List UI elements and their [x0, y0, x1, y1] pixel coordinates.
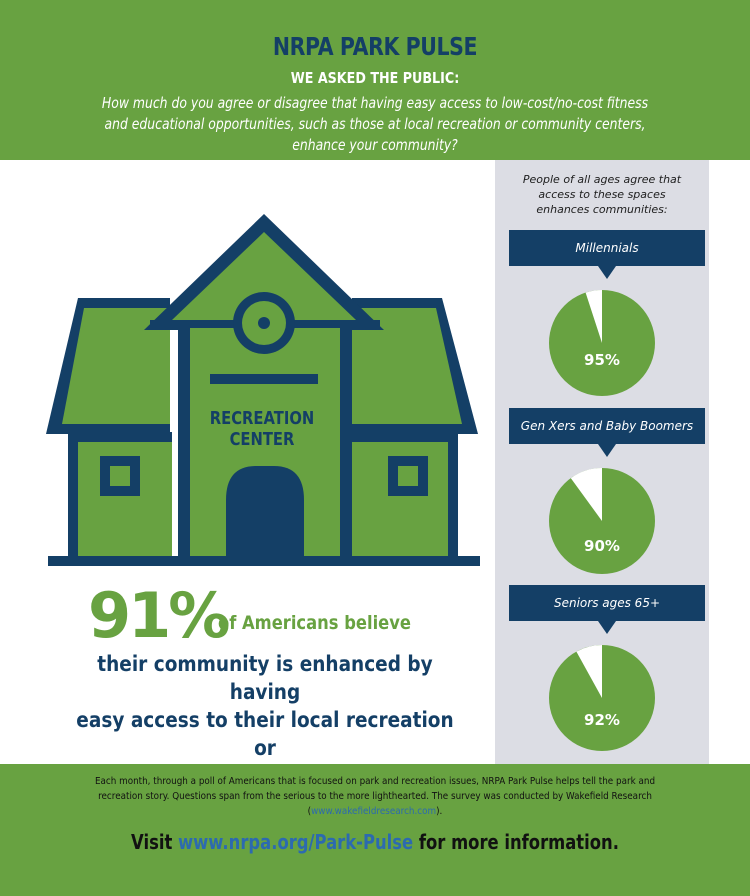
- survey-question: How much do you agree or disagree that h…: [75, 93, 675, 156]
- subtitle: WE ASKED THE PUBLIC:: [290, 69, 460, 87]
- visit-callout: Visit www.nrpa.org/Park-Pulse for more i…: [68, 830, 683, 854]
- headline-body-line: their community is enhanced by having: [97, 652, 433, 705]
- sidebar-intro: People of all ages agree that access to …: [495, 172, 709, 217]
- footer-description-line: (www.wakefieldresearch.com).: [80, 804, 670, 819]
- wakefield-link[interactable]: www.wakefieldresearch.com: [311, 806, 437, 817]
- question-line: and educational opportunities, such as t…: [104, 115, 646, 133]
- page-title: NRPA PARK PULSE: [272, 32, 478, 61]
- visit-prefix: Visit: [131, 830, 179, 854]
- group-label-millennials: Millennials: [509, 230, 705, 279]
- pie-value-millennials: 95%: [584, 351, 620, 369]
- visit-suffix: for more information.: [413, 830, 619, 854]
- building-illustration: [46, 214, 480, 566]
- headline-lead: of Americans believe: [218, 612, 412, 634]
- building-label-line: CENTER: [229, 429, 295, 450]
- pie-value-seniors: 92%: [584, 711, 620, 729]
- footer-description: Each month, through a poll of Americans …: [80, 774, 670, 819]
- building-label: RECREATION CENTER: [205, 408, 320, 450]
- headline-stat: 91% of Americans believe their community…: [40, 579, 490, 790]
- sidebar-intro-line: enhances communities:: [536, 203, 668, 216]
- age-group-sidebar: People of all ages agree that access to …: [495, 160, 709, 764]
- headline-percentage: 91%: [88, 579, 230, 652]
- group-label-seniors: Seniors ages 65+: [509, 585, 705, 634]
- footer-description-line: Each month, through a poll of Americans …: [94, 776, 656, 787]
- recreation-center-building-icon: RECREATION CENTER: [42, 210, 482, 568]
- footer-description-line: recreation story. Questions span from th…: [98, 791, 652, 802]
- question-line: How much do you agree or disagree that h…: [101, 94, 649, 112]
- pie-chart-millennials: [549, 290, 655, 396]
- nrpa-park-pulse-link[interactable]: www.nrpa.org/Park-Pulse: [178, 830, 414, 854]
- sidebar-intro-line: access to these spaces: [538, 188, 666, 201]
- headline-body-line: easy access to their local recreation or: [76, 708, 454, 761]
- paren: (: [307, 806, 312, 817]
- footer-banner: Each month, through a poll of Americans …: [0, 764, 750, 896]
- header-banner: NRPA PARK PULSE WE ASKED THE PUBLIC: How…: [0, 0, 750, 160]
- sidebar-intro-line: People of all ages agree that: [522, 173, 682, 186]
- pie-chart-seniors: [549, 645, 655, 751]
- question-line: enhance your community?: [292, 136, 458, 154]
- pie-chart-genx-boomers: [549, 468, 655, 574]
- paren: ).: [436, 806, 443, 817]
- group-label-genx-boomers: Gen Xers and Baby Boomers: [509, 408, 705, 457]
- pie-value-genx-boomers: 90%: [584, 537, 620, 555]
- building-label-line: RECREATION: [209, 408, 315, 429]
